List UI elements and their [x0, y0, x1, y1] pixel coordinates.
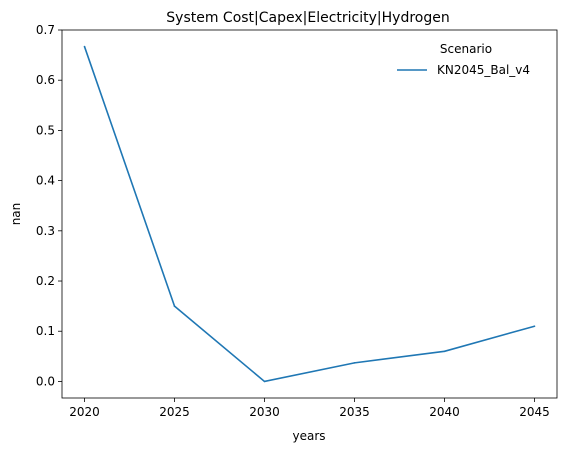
x-axis-label: years [292, 429, 325, 443]
plot-area [83, 45, 536, 383]
y-axis: 0.0 0.1 0.2 0.3 0.4 0.5 0.6 0.7 [36, 23, 62, 388]
y-tick-label: 0.0 [36, 374, 55, 388]
x-tick-label: 2030 [249, 405, 280, 419]
data-point [263, 380, 266, 383]
y-tick-label: 0.5 [36, 123, 55, 137]
data-point [173, 305, 176, 307]
y-tick-label: 0.2 [36, 274, 55, 288]
chart-title: System Cost|Capex|Electricity|Hydrogen [166, 10, 449, 26]
x-tick-label: 2020 [69, 405, 100, 419]
y-tick-label: 0.3 [36, 224, 55, 238]
x-tick-label: 2025 [159, 405, 190, 419]
x-tick-label: 2045 [519, 405, 550, 419]
data-point [443, 350, 446, 353]
x-tick-label: 2035 [339, 405, 370, 419]
y-tick-label: 0.6 [36, 73, 55, 87]
legend-entry: KN2045_Bal_v4 [437, 63, 530, 77]
y-axis-label: nan [9, 203, 23, 226]
data-point [533, 325, 536, 328]
y-tick-label: 0.4 [36, 174, 55, 188]
y-tick-label: 0.1 [36, 324, 55, 338]
series-line-0 [83, 46, 535, 383]
x-tick-label: 2040 [429, 405, 460, 419]
data-point [83, 45, 86, 48]
x-axis: 2020 2025 2030 2035 2040 2045 [69, 398, 550, 419]
legend: Scenario KN2045_Bal_v4 [397, 42, 530, 77]
legend-title: Scenario [440, 42, 492, 56]
data-point [353, 362, 356, 364]
y-tick-label: 0.7 [36, 23, 55, 37]
plot-frame [61, 29, 558, 399]
